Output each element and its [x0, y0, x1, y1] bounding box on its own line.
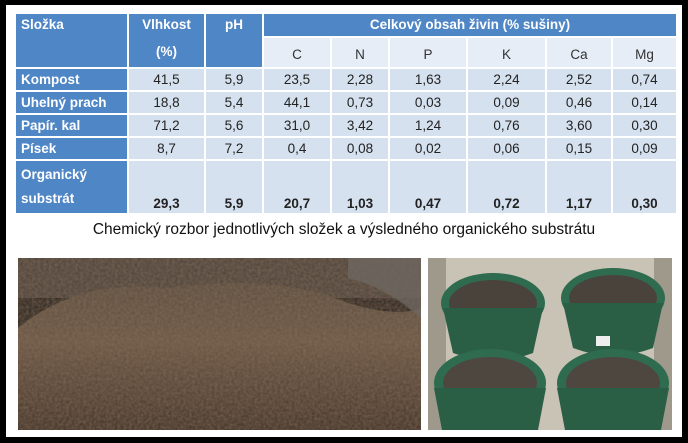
data-cell: 71,2 [127, 113, 206, 138]
data-cell: 2,28 [330, 67, 390, 92]
data-cell: 0,4 [262, 136, 332, 161]
data-row: Kompost 41,5 5,9 23,5 2,28 1,63 2,24 2,52 0,74 [14, 67, 679, 92]
data-cell: 44,1 [262, 90, 332, 115]
data-row: Papír. kal 71,2 5,6 31,0 3,42 1,24 0,76 3,60 0,3… [14, 113, 679, 138]
header-cell: pH [204, 12, 264, 69]
data-cell: 0,03 [388, 90, 468, 115]
caption: Chemický rozbor jednotlivých složek a vý… [92, 221, 596, 238]
data-cell: 41,5 [127, 67, 206, 92]
data-cell: 7,2 [204, 136, 264, 161]
header-cell: Složka [14, 12, 129, 69]
subheader-cell: N [330, 36, 390, 69]
data-cell: 0,74 [610, 67, 679, 92]
data-cell: 0,47 [388, 159, 468, 215]
data-cell: 5,4 [204, 90, 264, 115]
header-text: (%) [156, 44, 177, 59]
subheader-cell: Ca [545, 36, 613, 69]
data-cell: 18,8 [127, 90, 206, 115]
data-cell: 0,14 [610, 90, 679, 115]
pots-photo [428, 258, 672, 430]
data-cell: 1,24 [388, 113, 468, 138]
subheader-cell: K [466, 36, 547, 69]
data-cell: 5,6 [204, 113, 264, 138]
data-cell: 2,52 [545, 67, 613, 92]
row-name: Kompost [14, 67, 129, 92]
header-text: Vlhkost [142, 17, 191, 32]
data-cell: 1,03 [330, 159, 390, 215]
subheader-cell: C [262, 36, 332, 69]
data-cell: 0,73 [330, 90, 390, 115]
nutrient-table: Složka Vlhkost (%) pH Celkový obsah živin (%… [14, 12, 679, 215]
subheader-row: C N P K Ca Mg [15, 36, 679, 69]
data-cell: 3,60 [545, 113, 613, 138]
data-cell: 1,63 [388, 67, 468, 92]
data-cell: 0,72 [466, 159, 547, 215]
header-group: Celkový obsah živin (% sušiny) [261, 12, 679, 38]
data-cell: 3,42 [330, 113, 390, 138]
data-cell: 0,06 [466, 136, 547, 161]
data-cell: 29,3 [127, 159, 206, 215]
subheader-cell: Mg [610, 36, 679, 69]
panel: Složka Vlhkost (%) pH Celkový obsah živin (%… [6, 5, 682, 437]
data-cell: 23,5 [262, 67, 332, 92]
data-cell: 0,15 [545, 136, 613, 161]
data-cell: 0,30 [610, 113, 679, 138]
data-row: Uhelný prach 18,8 5,4 44,1 0,73 0,03 0,09 0,46 0… [14, 90, 679, 115]
data-cell: 5,9 [204, 159, 264, 215]
header-cell: Vlhkost (%) [127, 12, 206, 69]
data-cell: 2,24 [466, 67, 547, 92]
data-cell: 31,0 [262, 113, 332, 138]
subheader-cell: P [388, 36, 468, 69]
row-name: Organický substrát [14, 159, 129, 215]
data-cell: 0,30 [610, 159, 679, 215]
data-cell: 0,02 [388, 136, 468, 161]
pot [441, 273, 545, 361]
data-cell: 0,46 [545, 90, 613, 115]
data-row: Organický substrát 29,3 5,9 20,7 1,03 0,47 0,7… [14, 159, 679, 215]
row-name: Písek [14, 136, 129, 161]
data-cell: 0,09 [610, 136, 679, 161]
data-cell: 8,7 [127, 136, 206, 161]
data-cell: 20,7 [262, 159, 332, 215]
data-row: Písek 8,7 7,2 0,4 0,08 0,02 0,06 0,15 0,09 [14, 136, 679, 161]
row-name: Papír. kal [14, 113, 129, 138]
compost-photo [18, 258, 421, 430]
data-cell: 0,09 [466, 90, 547, 115]
data-cell: 1,17 [545, 159, 613, 215]
data-cell: 5,9 [204, 67, 264, 92]
header-row: Složka Vlhkost (%) pH Celkový obsah živin (%… [14, 12, 679, 69]
data-cell: 0,08 [330, 136, 390, 161]
data-cell: 0,76 [466, 113, 547, 138]
row-name: Uhelný prach [14, 90, 129, 115]
